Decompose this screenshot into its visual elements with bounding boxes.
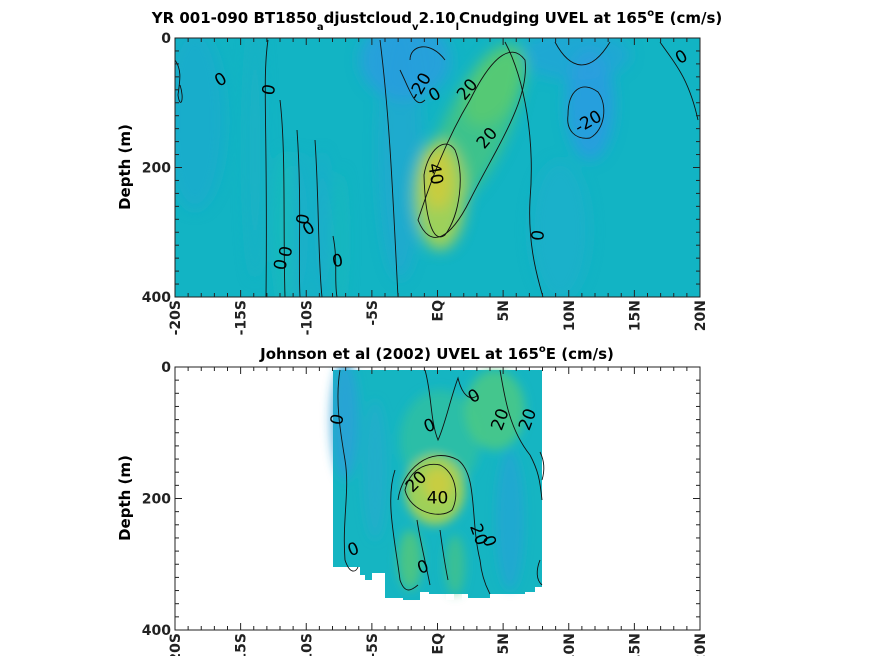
- y-tick-label: 400: [142, 623, 171, 639]
- x-tick-label: -20S: [168, 633, 184, 656]
- x-tick-label: 15N: [627, 633, 643, 656]
- top-contours: [175, 39, 699, 297]
- contour-label: 0: [293, 212, 315, 226]
- x-tick-label: -10S: [299, 300, 315, 335]
- x-tick-label: 10N: [562, 633, 578, 656]
- contour-label: 40: [423, 162, 446, 187]
- x-tick-label: -10S: [299, 633, 315, 656]
- contour-label: 0: [528, 229, 549, 242]
- contour-label: 0: [276, 245, 298, 259]
- x-tick-label: EQ: [431, 633, 447, 655]
- x-tick-label: EQ: [431, 300, 447, 322]
- top-y-axis-label: Depth (m): [116, 124, 134, 210]
- x-tick-label: -20S: [168, 300, 184, 335]
- top-panel: YR 001-090 BT1850adjustcloudv2.10lCnudgi…: [116, 8, 722, 335]
- x-tick-label: -5S: [365, 633, 381, 656]
- bottom-y-axis-label: Depth (m): [116, 455, 134, 541]
- x-tick-label: -15S: [234, 633, 250, 656]
- top-panel-title: YR 001-090 BT1850adjustcloudv2.10lCnudgi…: [151, 8, 723, 33]
- x-tick-label: 5N: [496, 633, 512, 654]
- contour-label: 0: [327, 413, 349, 427]
- bottom-panel-title: Johnson et al (2002) UVEL at 165oE (cm/s…: [259, 344, 614, 363]
- x-tick-label: 20N: [693, 633, 709, 656]
- top-heatmap-field: [175, 38, 700, 297]
- bottom-panel: Johnson et al (2002) UVEL at 165oE (cm/s…: [116, 344, 709, 656]
- x-tick-label: 5N: [496, 300, 512, 321]
- x-tick-label: 20N: [693, 300, 709, 331]
- y-tick-label: 0: [161, 31, 171, 47]
- x-tick-label: -5S: [365, 300, 381, 326]
- y-tick-label: 200: [142, 492, 171, 508]
- x-tick-label: 10N: [562, 300, 578, 331]
- x-tick-label: -15S: [234, 300, 250, 335]
- contour-label: 40: [427, 489, 449, 509]
- y-tick-label: 0: [161, 360, 171, 376]
- contour-label: 0: [271, 258, 293, 272]
- contour-label: 0: [259, 83, 281, 97]
- x-tick-label: 15N: [627, 300, 643, 331]
- contour-label: 0: [331, 251, 345, 273]
- y-tick-label: 400: [142, 290, 171, 306]
- bottom-heatmap-field: [331, 367, 542, 607]
- bottom-contours: [337, 369, 545, 595]
- y-tick-label: 200: [142, 161, 171, 177]
